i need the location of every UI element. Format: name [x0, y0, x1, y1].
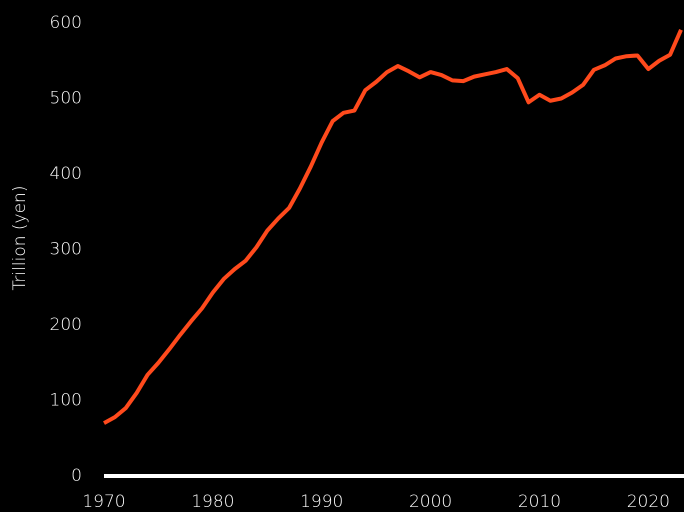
x-tick-label: 1990: [300, 492, 343, 512]
y-tick-label: 0: [71, 466, 82, 486]
y-tick-label: 200: [50, 315, 82, 335]
y-tick-label: 500: [50, 89, 82, 109]
y-tick-label: 300: [50, 240, 82, 260]
x-tick-label: 1970: [82, 492, 125, 512]
x-tick-label: 2010: [518, 492, 561, 512]
x-tick-label: 2020: [627, 492, 670, 512]
y-tick-label: 600: [50, 13, 82, 33]
y-tick-label: 400: [50, 164, 82, 184]
x-tick-label: 1980: [191, 492, 234, 512]
line: [103, 28, 683, 425]
y-axis-label: Trillion (yen): [10, 186, 30, 291]
y-tick-label: 100: [50, 391, 82, 411]
x-tick-label: 2000: [409, 492, 452, 512]
